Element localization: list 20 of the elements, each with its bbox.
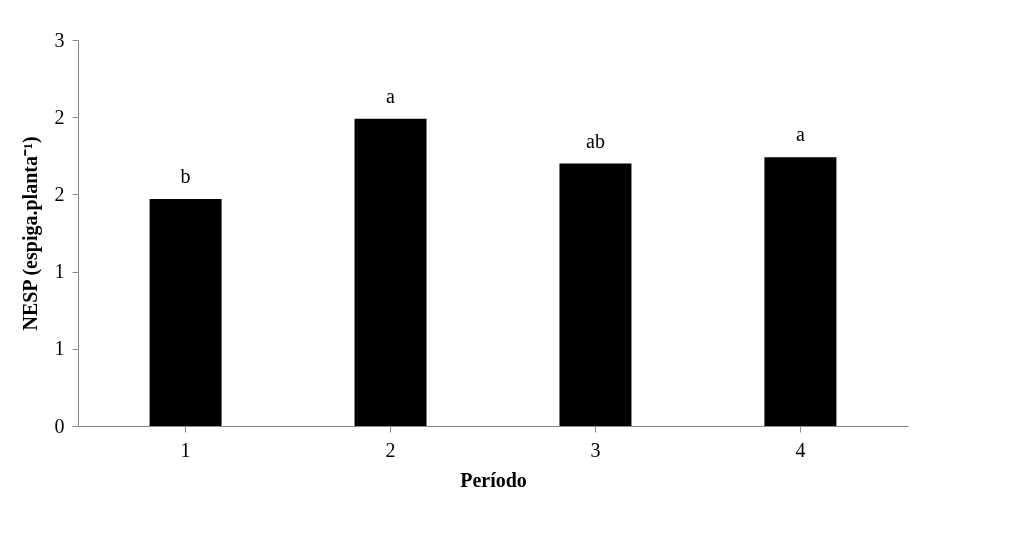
y-axis-title: NESP (espiga.planta⁻¹): [18, 136, 42, 331]
x-tick-label: 4: [795, 438, 806, 461]
bar: [559, 163, 632, 426]
x-tick-label: 2: [385, 438, 396, 461]
bar: [149, 199, 222, 426]
x-tick-label: 3: [590, 438, 601, 461]
annotation: ab: [586, 129, 605, 152]
annotation: a: [386, 84, 396, 107]
bar: [354, 118, 427, 426]
y-tick-label: 0: [54, 414, 65, 437]
annotation: b: [180, 165, 191, 188]
y-tick-label: 2: [54, 182, 65, 205]
y-tick-label: 3: [54, 28, 65, 51]
y-tick-label: 1: [54, 260, 65, 283]
x-tick-label: 1: [180, 438, 191, 461]
y-tick-label: 2: [54, 105, 65, 128]
y-tick-label: 1: [54, 337, 65, 360]
x-axis-title: Período: [460, 468, 527, 491]
annotation: a: [795, 123, 805, 146]
bar: [764, 157, 837, 426]
